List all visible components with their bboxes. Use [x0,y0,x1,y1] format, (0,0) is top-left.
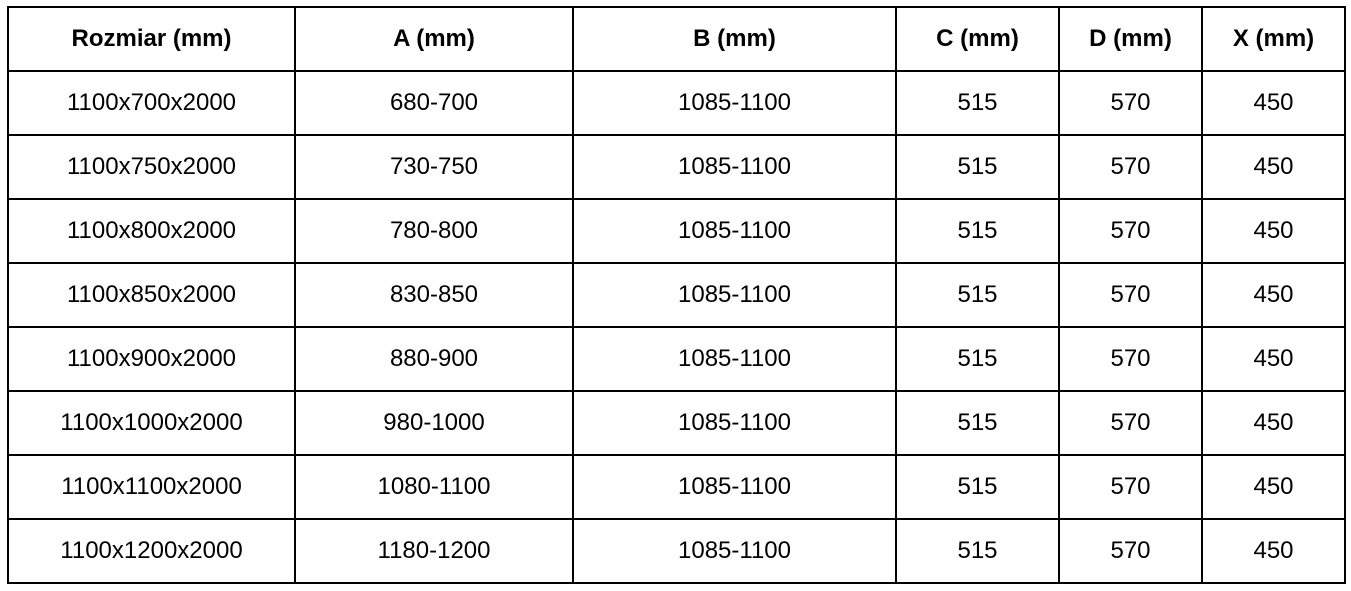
table-cell: 1100x800x2000 [7,198,296,264]
table-cell: 570 [1058,326,1203,392]
table-cell: 1085-1100 [572,326,897,392]
table-cell: 570 [1058,70,1203,136]
table-cell: 515 [895,198,1060,264]
table-row: 1100x1000x2000 980-1000 1085-1100 515 570 450 [7,390,1346,456]
table-cell: 830-850 [294,262,574,328]
table-cell: 1085-1100 [572,70,897,136]
table-cell: 1085-1100 [572,262,897,328]
table-cell: 1180-1200 [294,518,574,584]
table-row: 1100x700x2000 680-700 1085-1100 515 570 450 [7,70,1346,136]
table-cell: 515 [895,518,1060,584]
table-cell: 515 [895,262,1060,328]
table-cell: 730-750 [294,134,574,200]
table-cell: 570 [1058,134,1203,200]
table-cell: 1100x1100x2000 [7,454,296,520]
table-cell: 1080-1100 [294,454,574,520]
table-cell: 450 [1201,70,1346,136]
dimensions-table: Rozmiar (mm) A (mm) B (mm) C (mm) D (mm) X (m… [7,6,1346,584]
column-header: X (mm) [1201,6,1346,72]
table-cell: 515 [895,134,1060,200]
table-row: 1100x750x2000 730-750 1085-1100 515 570 450 [7,134,1346,200]
table-cell: 450 [1201,262,1346,328]
table-row: 1100x800x2000 780-800 1085-1100 515 570 450 [7,198,1346,264]
column-header: Rozmiar (mm) [7,6,296,72]
table-cell: 450 [1201,134,1346,200]
table-cell: 780-800 [294,198,574,264]
table-cell: 1085-1100 [572,198,897,264]
column-header: C (mm) [895,6,1060,72]
table-cell: 1085-1100 [572,454,897,520]
table-cell: 515 [895,326,1060,392]
table-cell: 570 [1058,454,1203,520]
table-cell: 1100x750x2000 [7,134,296,200]
table-cell: 1100x700x2000 [7,70,296,136]
table-row: 1100x850x2000 830-850 1085-1100 515 570 450 [7,262,1346,328]
table-cell: 570 [1058,262,1203,328]
table-cell: 570 [1058,198,1203,264]
table-row: 1100x1200x2000 1180-1200 1085-1100 515 570 45… [7,518,1346,584]
table-cell: 1100x1000x2000 [7,390,296,456]
table-cell: 1100x900x2000 [7,326,296,392]
table-cell: 880-900 [294,326,574,392]
column-header: A (mm) [294,6,574,72]
table-cell: 680-700 [294,70,574,136]
table-cell: 1085-1100 [572,518,897,584]
table-cell: 450 [1201,326,1346,392]
table-cell: 1100x1200x2000 [7,518,296,584]
table-row: 1100x900x2000 880-900 1085-1100 515 570 450 [7,326,1346,392]
table-cell: 1085-1100 [572,390,897,456]
table-cell: 450 [1201,198,1346,264]
table-cell: 450 [1201,454,1346,520]
table-cell: 515 [895,390,1060,456]
table-cell: 980-1000 [294,390,574,456]
table-cell: 450 [1201,518,1346,584]
table-cell: 450 [1201,390,1346,456]
header-row: Rozmiar (mm) A (mm) B (mm) C (mm) D (mm) X (m… [7,6,1346,72]
column-header: B (mm) [572,6,897,72]
table-cell: 1085-1100 [572,134,897,200]
table-cell: 515 [895,454,1060,520]
table-row: 1100x1100x2000 1080-1100 1085-1100 515 570 45… [7,454,1346,520]
column-header: D (mm) [1058,6,1203,72]
table-cell: 570 [1058,518,1203,584]
table-cell: 1100x850x2000 [7,262,296,328]
table-cell: 515 [895,70,1060,136]
table-cell: 570 [1058,390,1203,456]
